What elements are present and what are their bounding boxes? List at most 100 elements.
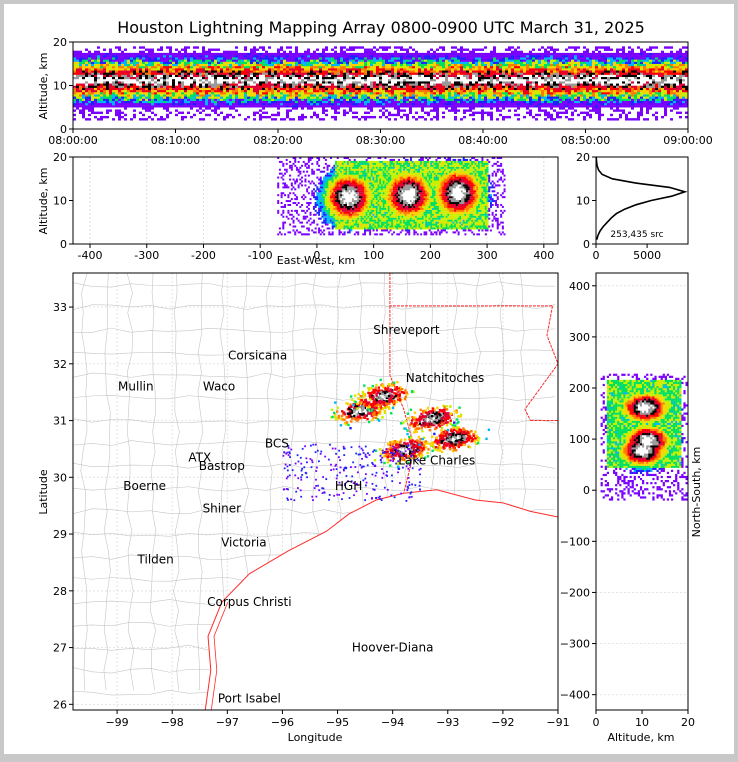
- altitude-time-cell: [163, 52, 166, 56]
- altitude-time-cell: [457, 68, 460, 71]
- altitude-time-cell: [298, 96, 301, 99]
- altitude-time-cell: [328, 52, 331, 56]
- altitude-time-cell: [448, 105, 451, 108]
- altitude-time-cell: [346, 78, 349, 82]
- altitude-time-cell: [283, 89, 286, 93]
- altitude-time-cell: [277, 87, 280, 91]
- altitude-time-cell: [235, 57, 238, 60]
- altitude-time-cell: [232, 96, 235, 99]
- altitude-time-cell: [205, 87, 208, 91]
- altitude-time-cell: [586, 72, 589, 75]
- altitude-time-cell: [223, 52, 226, 56]
- altitude-time-cell: [181, 83, 184, 86]
- altitude-time-cell: [97, 89, 100, 93]
- altitude-time-cell: [268, 68, 271, 71]
- altitude-time-cell: [151, 102, 154, 106]
- altitude-time-cell: [154, 74, 157, 78]
- altitude-time-cell: [166, 107, 169, 110]
- altitude-time-cell: [592, 55, 595, 58]
- altitude-time-cell: [220, 72, 223, 75]
- altitude-time-cell: [94, 57, 97, 60]
- altitude-time-cell: [106, 81, 109, 84]
- altitude-time-cell: [436, 76, 439, 80]
- altitude-time-cell: [376, 59, 379, 62]
- altitude-time-cell: [193, 100, 196, 104]
- altitude-time-cell: [124, 61, 127, 64]
- altitude-time-cell: [226, 81, 229, 84]
- altitude-time-cell: [493, 52, 496, 56]
- altitude-time-cell: [184, 68, 187, 71]
- altitude-time-cell: [133, 87, 136, 91]
- altitude-time-cell: [355, 78, 358, 82]
- altitude-time-cell: [163, 81, 166, 84]
- altitude-time-cell: [145, 63, 148, 67]
- altitude-time-cell: [298, 59, 301, 62]
- altitude-time-cell: [268, 83, 271, 86]
- altitude-time-cell: [172, 105, 175, 108]
- altitude-time-cell: [379, 68, 382, 71]
- altitude-time-cell: [211, 89, 214, 93]
- altitude-time-cell: [247, 96, 250, 99]
- altitude-time-cell: [265, 63, 268, 67]
- altitude-time-cell: [310, 115, 313, 119]
- altitude-time-cell: [256, 89, 259, 93]
- altitude-time-cell: [118, 102, 121, 106]
- altitude-time-cell: [88, 74, 91, 78]
- altitude-time-cell: [541, 52, 544, 56]
- altitude-time-cell: [463, 65, 466, 69]
- altitude-time-cell: [577, 52, 580, 56]
- altitude-time-cell: [424, 92, 427, 95]
- altitude-time-cell: [85, 52, 88, 56]
- altitude-time-cell: [181, 57, 184, 60]
- altitude-time-cell: [352, 55, 355, 58]
- altitude-time-cell: [307, 52, 310, 56]
- altitude-time-cell: [394, 89, 397, 93]
- altitude-time-cell: [490, 94, 493, 97]
- altitude-time-cell: [382, 46, 385, 49]
- altitude-time-cell: [496, 89, 499, 93]
- altitude-time-cell: [469, 100, 472, 104]
- altitude-time-cell: [337, 98, 340, 101]
- altitude-time-cell: [322, 57, 325, 60]
- altitude-time-cell: [565, 87, 568, 91]
- altitude-time-cell: [301, 83, 304, 86]
- altitude-time-cell: [418, 78, 421, 82]
- altitude-time-cell: [448, 72, 451, 75]
- altitude-time-cell: [277, 61, 280, 64]
- altitude-time-cell: [265, 76, 268, 80]
- altitude-time-cell: [91, 72, 94, 75]
- altitude-time-cell: [526, 57, 529, 60]
- altitude-time-cell: [85, 74, 88, 78]
- altitude-time-cell: [499, 61, 502, 64]
- altitude-time-cell: [373, 74, 376, 78]
- altitude-time-cell: [433, 87, 436, 91]
- altitude-time-cell: [424, 105, 427, 108]
- altitude-time-cell: [322, 85, 325, 88]
- altitude-time-cell: [418, 74, 421, 78]
- altitude-time-cell: [235, 89, 238, 93]
- altitude-time-cell: [250, 61, 253, 64]
- altitude-time-cell: [553, 78, 556, 82]
- altitude-time-cell: [508, 70, 511, 73]
- altitude-time-cell: [301, 52, 304, 56]
- altitude-time-cell: [157, 48, 160, 51]
- altitude-time-cell: [361, 85, 364, 88]
- altitude-time-cell: [556, 63, 559, 67]
- altitude-time-cell: [487, 70, 490, 73]
- altitude-time-cell: [376, 102, 379, 106]
- altitude-time-cell: [520, 55, 523, 58]
- altitude-time-cell: [163, 100, 166, 104]
- altitude-time-cell: [121, 68, 124, 71]
- altitude-time-cell: [406, 85, 409, 88]
- altitude-time-cell: [334, 107, 337, 110]
- altitude-time-cell: [157, 85, 160, 88]
- altitude-time-cell: [196, 109, 199, 112]
- altitude-time-cell: [85, 55, 88, 58]
- altitude-time-cell: [370, 109, 373, 112]
- altitude-time-cell: [472, 76, 475, 80]
- altitude-time-cell: [265, 83, 268, 86]
- altitude-time-cell: [322, 96, 325, 99]
- altitude-time-cell: [76, 72, 79, 75]
- altitude-time-cell: [334, 102, 337, 106]
- altitude-time-cell: [160, 52, 163, 56]
